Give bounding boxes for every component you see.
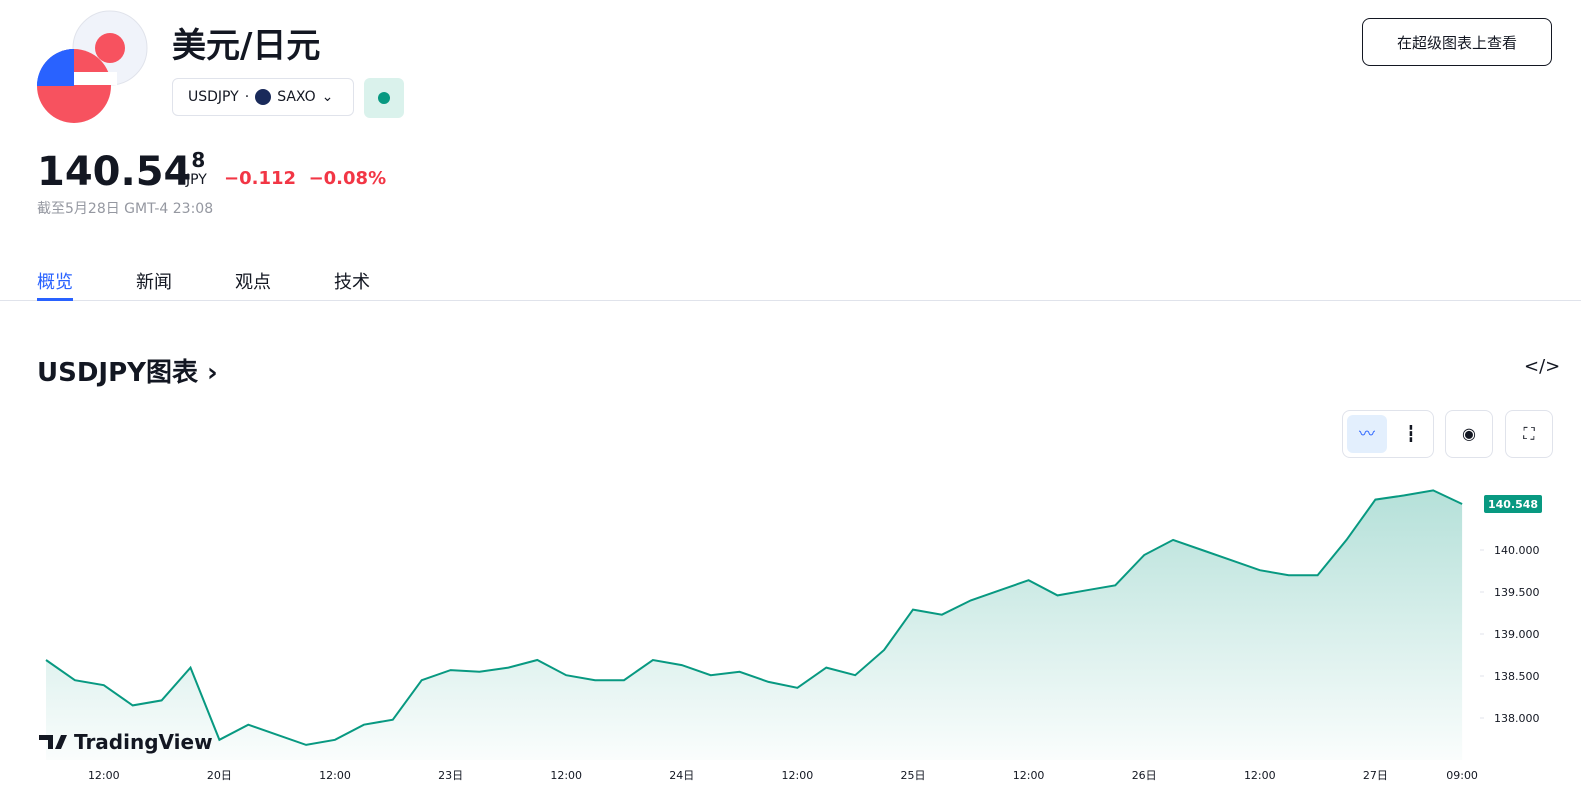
change-pct: −0.08% xyxy=(308,168,387,189)
y-tick-label: 138.000 xyxy=(1494,712,1540,725)
quote-time: 截至5月28日 GMT-4 23:08 xyxy=(37,201,214,217)
x-tick-label: 09:00 xyxy=(1446,769,1478,782)
exchange: SAXO xyxy=(277,89,316,105)
currency: JPY xyxy=(186,172,207,188)
flag-icons xyxy=(37,10,148,123)
chart-title: USDJPY图表 xyxy=(37,358,198,388)
watermark: TradingView xyxy=(74,730,213,754)
x-tick-label: 12:00 xyxy=(319,769,351,782)
chart-style-toggle[interactable]: 〰 ┇ xyxy=(1342,410,1434,458)
y-tick-label: 139.500 xyxy=(1494,586,1540,599)
snapshot-button[interactable]: ◉ xyxy=(1445,410,1493,458)
price-small: 8 xyxy=(191,148,206,172)
tab[interactable]: 新闻 xyxy=(136,272,172,293)
watermark-logo xyxy=(39,735,67,749)
x-tick-label: 23日 xyxy=(438,769,463,782)
y-tick-label: 138.500 xyxy=(1494,670,1540,683)
x-tick-label: 24日 xyxy=(669,769,694,782)
symbol: USDJPY xyxy=(188,89,239,105)
chart-title-link[interactable]: USDJPY图表 › xyxy=(37,358,218,388)
tab[interactable]: 观点 xyxy=(235,272,271,293)
change: −0.112 −0.08% xyxy=(224,168,386,189)
y-tick-label: 140.000 xyxy=(1494,544,1540,557)
line xyxy=(45,489,1463,746)
change-abs: −0.112 xyxy=(224,168,297,189)
market-status[interactable] xyxy=(364,78,404,118)
x-tick-label: 26日 xyxy=(1132,769,1157,782)
x-tick-label: 12:00 xyxy=(1244,769,1276,782)
y-tick-label: 139.000 xyxy=(1494,628,1540,641)
area xyxy=(46,490,1463,760)
x-tick-label: 12:00 xyxy=(782,769,814,782)
last-price-label: 140.548 xyxy=(1488,498,1538,511)
x-tick-label: 25日 xyxy=(901,769,926,782)
price-main: 140.54 xyxy=(37,149,192,195)
fullscreen-button[interactable]: ⛶ xyxy=(1505,410,1553,458)
title: 美元/日元 xyxy=(172,26,321,66)
tab[interactable]: 技术 xyxy=(334,272,370,293)
tab[interactable]: 概览 xyxy=(37,272,73,293)
price: 140.548 xyxy=(37,148,205,195)
x-tick-label: 12:00 xyxy=(550,769,582,782)
last-price-tag xyxy=(1484,494,1542,513)
symbol-selector[interactable]: USDJPY · SAXO ⌄ xyxy=(172,78,354,116)
x-tick-label: 12:00 xyxy=(1013,769,1045,782)
supercharts-button[interactable]: 在超级图表上查看 xyxy=(1362,18,1552,66)
x-tick-label: 12:00 xyxy=(88,769,120,782)
x-tick-label: 27日 xyxy=(1363,769,1388,782)
embed-button[interactable]: </> xyxy=(1524,356,1561,377)
x-tick-label: 20日 xyxy=(207,769,232,782)
